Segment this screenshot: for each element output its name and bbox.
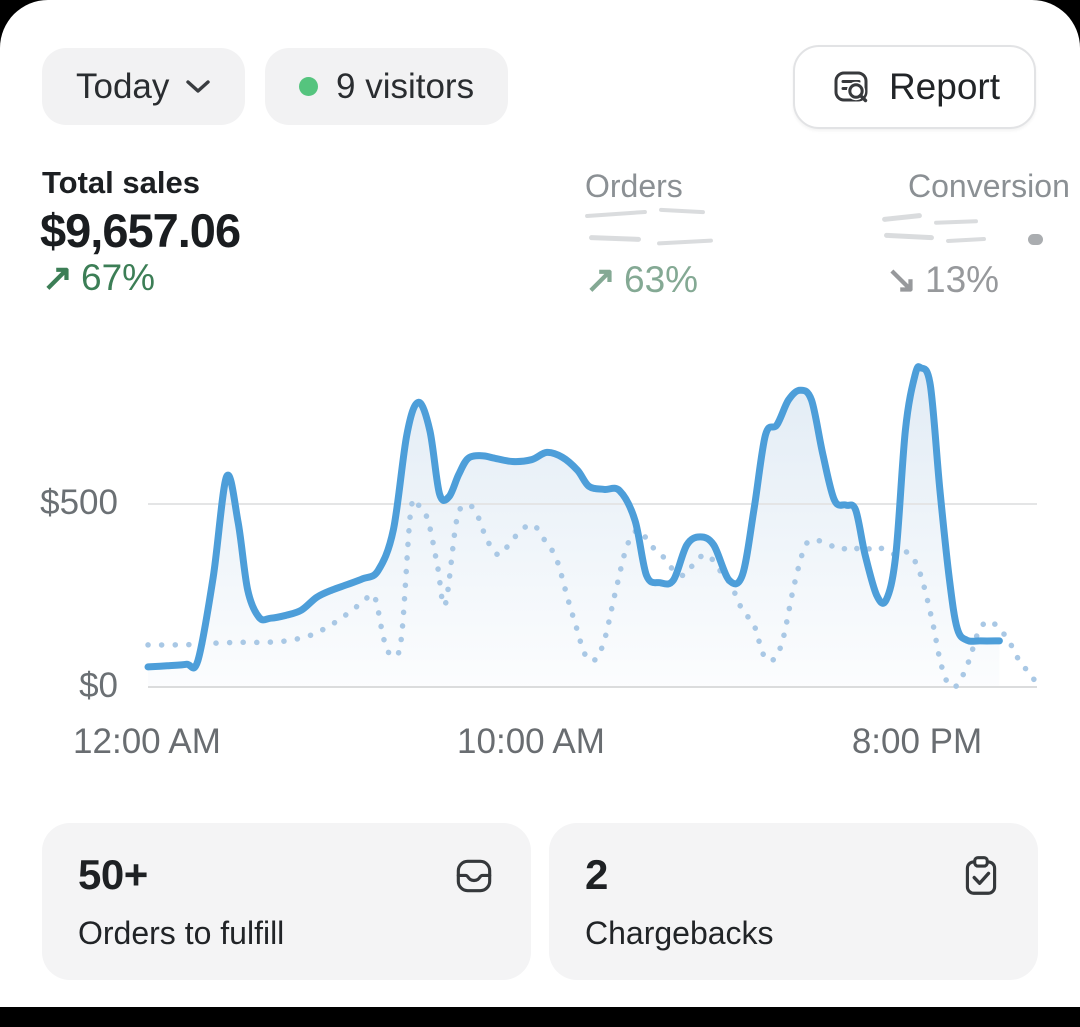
y-axis-tick-0: $0	[79, 666, 118, 705]
inbox-icon	[456, 859, 492, 893]
report-label: Report	[888, 66, 1000, 107]
x-axis-tick-8pm: 8:00 PM	[851, 722, 983, 761]
report-button[interactable]: Report	[792, 45, 1036, 129]
chargebacks-value: 2	[585, 851, 608, 898]
conversion-label: Conversion	[908, 168, 1070, 204]
sales-area-fill	[148, 366, 1000, 687]
clipboard-check-icon	[965, 856, 997, 895]
chevron-down-icon	[186, 79, 211, 93]
date-range-button[interactable]: Today	[42, 48, 246, 125]
total-sales-label: Total sales	[42, 165, 200, 200]
orders-trend: ↗ 63%	[585, 258, 698, 301]
visitors-badge[interactable]: 9 visitors	[265, 48, 509, 125]
conversion-trend-value: 13%	[925, 258, 1000, 300]
date-range-label: Today	[76, 66, 170, 106]
orders-redacted-value	[584, 207, 770, 258]
orders-label: Orders	[585, 168, 683, 204]
total-sales-trend: ↗ 67%	[42, 256, 155, 299]
summary-cards: 50+ Orders to fulfill 2 Chargebacks	[42, 823, 1038, 980]
chargebacks-card[interactable]: 2 Chargebacks	[549, 823, 1038, 980]
orders-trend-value: 63%	[624, 258, 699, 300]
x-axis-tick-12am: 12:00 AM	[73, 722, 221, 761]
sales-line	[144, 363, 1003, 672]
chargebacks-label: Chargebacks	[585, 915, 774, 951]
orders-to-fulfill-label: Orders to fulfill	[78, 915, 285, 951]
total-sales-value: $9,657.06	[40, 204, 241, 257]
conversion-redacted-value	[881, 212, 1050, 262]
trend-down-icon: ↘	[886, 259, 918, 300]
orders-to-fulfill-value: 50+	[78, 851, 148, 898]
report-icon	[834, 71, 868, 103]
trend-up-icon: ↗	[585, 259, 617, 300]
orders-to-fulfill-card[interactable]: 50+ Orders to fulfill	[42, 823, 531, 980]
visitors-label: 9 visitors	[336, 66, 475, 106]
total-sales-trend-value: 67%	[81, 256, 156, 298]
conversion-trend: ↘ 13%	[886, 258, 999, 301]
live-dot-icon	[299, 77, 318, 96]
y-axis-tick-500: $500	[40, 483, 118, 522]
comparison-line	[145, 496, 1039, 690]
trend-up-icon: ↗	[42, 257, 74, 298]
x-axis-tick-10am: 10:00 AM	[457, 722, 605, 761]
